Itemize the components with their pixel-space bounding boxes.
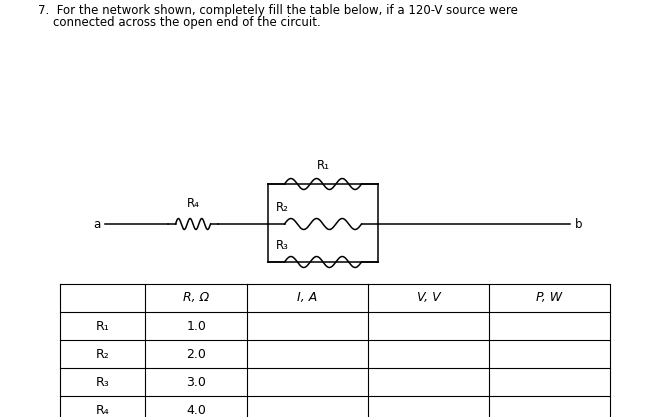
Text: R₂: R₂: [96, 347, 110, 361]
Text: V, V: V, V: [416, 291, 440, 304]
Text: 2.0: 2.0: [186, 347, 206, 361]
Text: 1.0: 1.0: [186, 319, 206, 332]
Text: connected across the open end of the circuit.: connected across the open end of the cir…: [38, 16, 321, 29]
Text: R, Ω: R, Ω: [183, 291, 209, 304]
Text: 7.  For the network shown, completely fill the table below, if a 120-V source we: 7. For the network shown, completely fil…: [38, 4, 518, 17]
Text: a: a: [93, 218, 100, 231]
Text: I, A: I, A: [297, 291, 318, 304]
Text: R₃: R₃: [96, 375, 110, 389]
Text: R₂: R₂: [276, 201, 289, 214]
Text: R₁: R₁: [317, 159, 329, 172]
Text: R₃: R₃: [276, 239, 289, 252]
Text: R₄: R₄: [96, 404, 110, 417]
Text: 4.0: 4.0: [186, 404, 206, 417]
Text: R₄: R₄: [186, 197, 200, 210]
Text: R₁: R₁: [96, 319, 110, 332]
Text: 3.0: 3.0: [186, 375, 206, 389]
Text: P, W: P, W: [537, 291, 563, 304]
Text: b: b: [575, 218, 582, 231]
